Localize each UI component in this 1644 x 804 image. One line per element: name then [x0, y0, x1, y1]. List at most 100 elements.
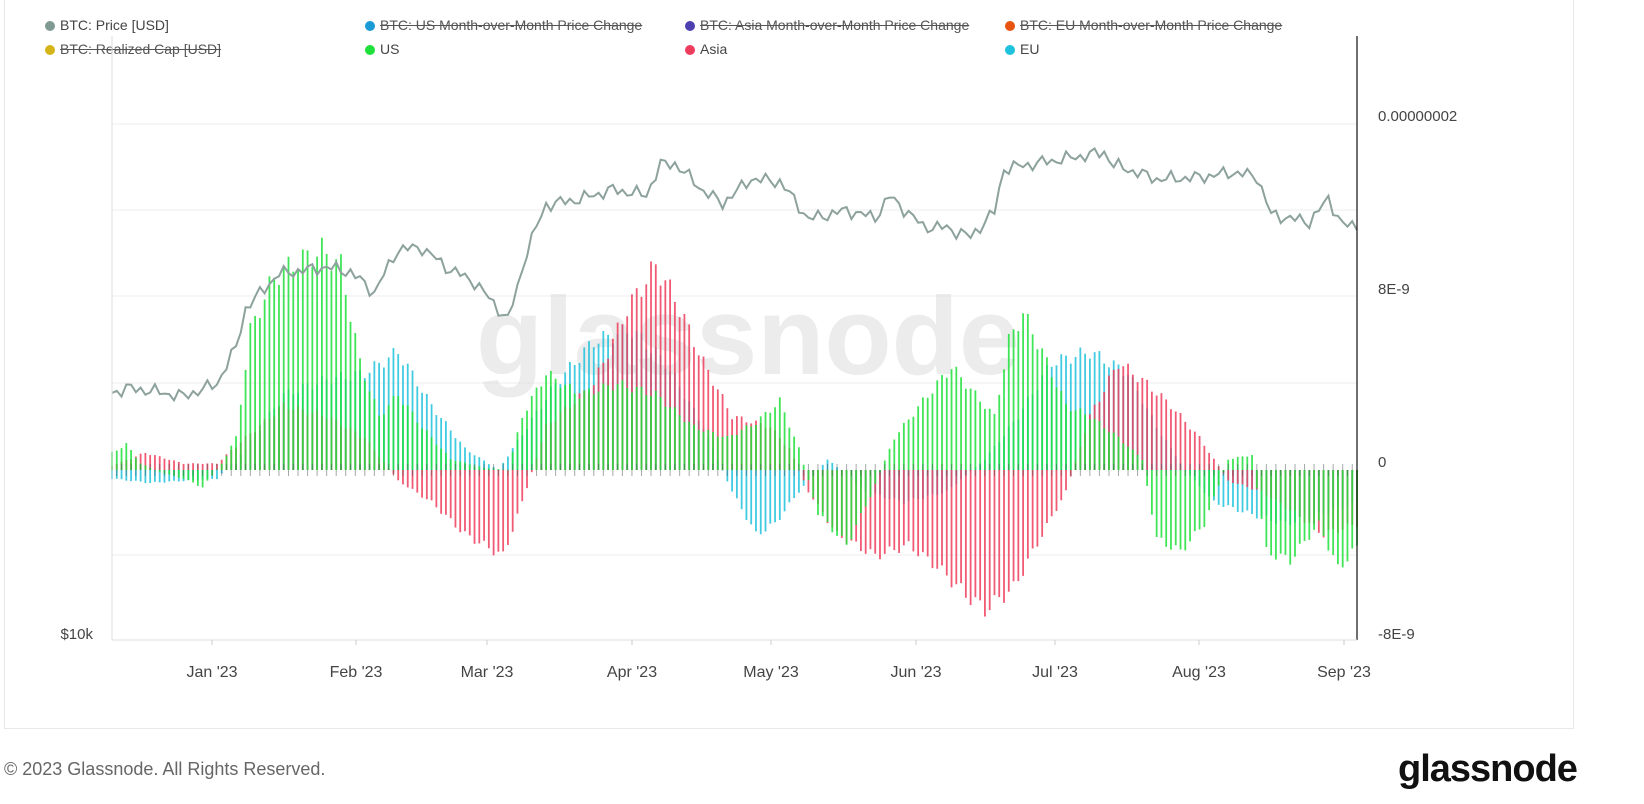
bar-asia [421, 470, 423, 498]
bar-us [268, 276, 271, 470]
x-tick-label: Mar '23 [461, 664, 514, 681]
bar-us [397, 396, 400, 470]
bar-asia [1251, 470, 1253, 490]
bar-us [1088, 419, 1091, 470]
bar-asia [945, 470, 948, 576]
bar-eu [459, 441, 462, 470]
bar-us [435, 444, 438, 470]
legend-dot-icon [365, 45, 375, 55]
bar-us [1103, 428, 1106, 470]
bar-asia [1208, 452, 1211, 470]
bar-us [702, 431, 705, 470]
legend-item[interactable]: Asia [685, 40, 727, 58]
bar-asia [1041, 470, 1044, 537]
bar-eu [745, 470, 748, 520]
bar-us [1270, 470, 1273, 556]
chart-legend: BTC: Price [USD] BTC: US Month-over-Month… [45, 16, 1445, 64]
bar-eu [1217, 470, 1220, 505]
bar-us [1189, 470, 1191, 542]
bar-us [1332, 470, 1335, 556]
bar-us [425, 430, 428, 470]
bar-us [926, 397, 929, 470]
bar-asia [445, 470, 447, 515]
bar-us [1003, 369, 1005, 470]
legend-item[interactable]: BTC: EU Month-over-Month Price Change [1005, 16, 1282, 34]
bar-eu [755, 470, 757, 532]
bar-asia [468, 470, 471, 536]
bar-us [998, 394, 1001, 470]
bar-asia [673, 301, 676, 470]
bar-us [778, 397, 781, 470]
bar-asia [449, 470, 452, 519]
bar-asia [1203, 445, 1206, 470]
bar-asia [1189, 429, 1191, 470]
bar-us [988, 408, 991, 470]
bar-asia [521, 470, 524, 502]
bar-us [845, 470, 848, 545]
bar-us [812, 470, 815, 498]
bar-eu [731, 470, 734, 492]
bar-asia [1055, 470, 1058, 511]
bar-eu [764, 470, 767, 532]
bar-us [196, 470, 199, 486]
bar-us [740, 429, 743, 470]
legend-item[interactable]: US [365, 40, 399, 58]
bar-asia [173, 460, 175, 470]
bar-us [363, 380, 366, 470]
bar-us [631, 392, 633, 470]
bar-asia [988, 470, 991, 611]
legend-item[interactable]: BTC: Realized Cap [USD] [45, 40, 221, 58]
bar-us [278, 284, 280, 470]
bar-us [664, 406, 667, 470]
bar-us [1055, 387, 1058, 470]
bar-us [893, 439, 896, 470]
bar-asia [797, 470, 800, 471]
bar-us [225, 455, 228, 470]
bar-asia [869, 470, 872, 550]
bar-asia [902, 470, 905, 546]
bar-us [1193, 470, 1196, 532]
bar-us [540, 386, 543, 470]
legend-item[interactable]: BTC: Asia Month-over-Month Price Change [685, 16, 969, 34]
bar-eu [1246, 470, 1249, 511]
bar-asia [139, 453, 142, 470]
x-tick-label: Jul '23 [1032, 664, 1078, 681]
bar-us [1184, 470, 1187, 551]
bar-us [693, 424, 695, 470]
bar-asia [397, 470, 400, 481]
chart-card: BTC: Price [USD] BTC: US Month-over-Month… [4, 0, 1574, 729]
bar-us [130, 449, 132, 470]
bar-us [578, 398, 581, 470]
bar-asia [893, 470, 896, 551]
legend-dot-icon [45, 21, 55, 31]
bar-us [1351, 470, 1354, 549]
bar-us [387, 405, 390, 470]
bar-us [1012, 329, 1015, 470]
legend-item[interactable]: EU [1005, 40, 1039, 58]
bar-us [1241, 456, 1244, 470]
bar-us [993, 413, 996, 470]
bar-asia [406, 470, 409, 488]
bar-eu [139, 470, 142, 482]
legend-item[interactable]: BTC: Price [USD] [45, 16, 169, 34]
brand-logo[interactable]: glassnode [1398, 748, 1578, 790]
bar-us [755, 425, 757, 470]
bar-eu [831, 462, 834, 470]
bar-us [230, 445, 233, 470]
bar-asia [502, 470, 505, 552]
bar-us [445, 452, 447, 470]
legend-label: BTC: Realized Cap [USD] [60, 41, 222, 57]
bar-us [378, 415, 381, 470]
bar-eu [468, 452, 471, 470]
bar-us [1112, 432, 1115, 470]
bar-us [678, 415, 681, 470]
bar-us [588, 388, 590, 470]
bar-us [359, 358, 361, 470]
legend-item[interactable]: BTC: US Month-over-Month Price Change [365, 16, 642, 34]
bar-us [421, 428, 423, 470]
bar-asia [1179, 413, 1182, 470]
bar-asia [712, 385, 714, 470]
bar-us [888, 448, 891, 470]
bar-asia [1003, 470, 1005, 603]
bar-us [802, 464, 805, 470]
